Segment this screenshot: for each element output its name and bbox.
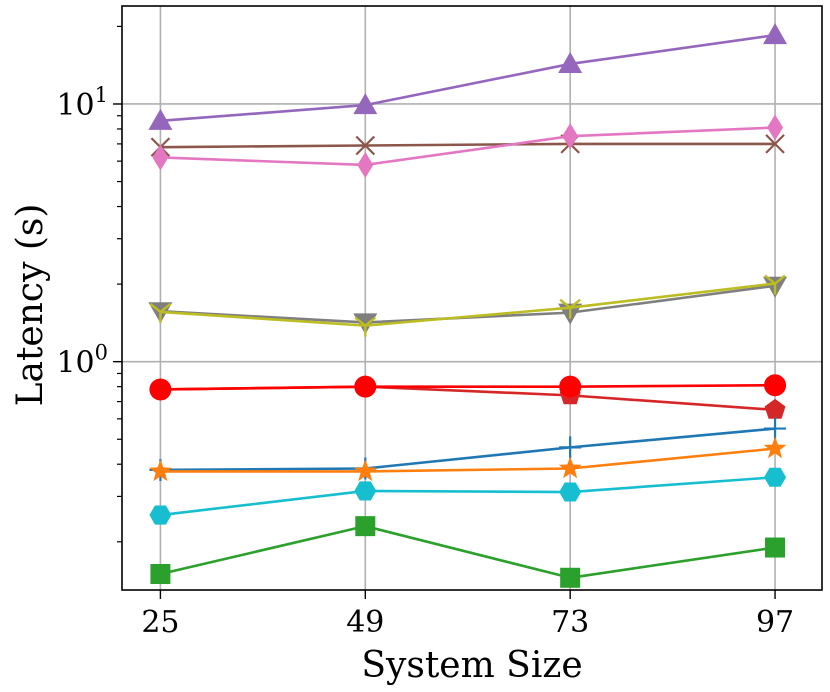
series-line	[160, 524, 776, 580]
data-series	[148, 276, 788, 335]
data-point	[149, 505, 172, 525]
data-point	[765, 537, 786, 558]
series-line	[160, 126, 776, 167]
series-line	[160, 427, 776, 472]
data-point	[354, 316, 377, 337]
data-series	[152, 114, 784, 178]
data-series	[150, 516, 786, 588]
series-line	[160, 282, 776, 327]
x-tick-label: 73	[551, 605, 589, 640]
plot-frame	[121, 5, 823, 591]
data-point	[357, 151, 374, 178]
data-point	[149, 459, 172, 482]
data-series	[149, 467, 787, 525]
data-point	[148, 108, 173, 130]
y-tick-label: 100	[56, 341, 108, 381]
data-series	[149, 436, 787, 482]
data-point	[764, 274, 786, 295]
data-point	[559, 436, 582, 459]
series-line	[160, 447, 776, 473]
data-point	[558, 456, 582, 479]
data-point	[355, 516, 376, 537]
data-series	[150, 134, 785, 157]
x-tick-label: 25	[141, 605, 179, 640]
data-series	[149, 375, 786, 419]
data-series	[149, 274, 786, 337]
data-point	[767, 114, 784, 141]
data-point	[764, 467, 787, 487]
data-point	[560, 567, 581, 588]
data-point	[152, 144, 169, 171]
y-tick-label: 101	[56, 83, 108, 123]
series-line	[160, 142, 776, 149]
data-point	[353, 93, 378, 115]
series-line	[160, 385, 776, 412]
data-point	[559, 298, 581, 319]
series-line	[160, 383, 776, 391]
x-tick-label: 97	[756, 605, 794, 640]
data-point	[764, 417, 787, 440]
series-line	[160, 33, 776, 123]
data-point	[150, 563, 171, 584]
data-point	[149, 378, 172, 401]
data-series	[149, 374, 787, 401]
data-point	[559, 482, 582, 502]
axes: 100 101 25 49 73 97	[56, 5, 823, 640]
data-point	[562, 123, 579, 150]
x-tick-label: 49	[346, 605, 384, 640]
y-axis-label: Latency (s)	[10, 204, 51, 407]
data-point	[765, 134, 785, 154]
series-line	[160, 475, 776, 517]
data-point	[354, 481, 377, 501]
data-point	[354, 375, 377, 398]
data-point	[559, 375, 582, 398]
grid	[122, 6, 822, 590]
data-point	[763, 23, 788, 45]
data-point	[764, 374, 787, 397]
series-layer	[148, 23, 788, 588]
data-point	[763, 436, 787, 459]
data-point	[149, 302, 172, 323]
data-point	[764, 398, 786, 419]
data-point	[353, 459, 377, 482]
data-point	[558, 51, 583, 73]
x-axis-label: System Size	[361, 645, 582, 686]
data-series	[148, 23, 788, 130]
data-point	[353, 313, 378, 335]
data-point	[355, 135, 376, 156]
